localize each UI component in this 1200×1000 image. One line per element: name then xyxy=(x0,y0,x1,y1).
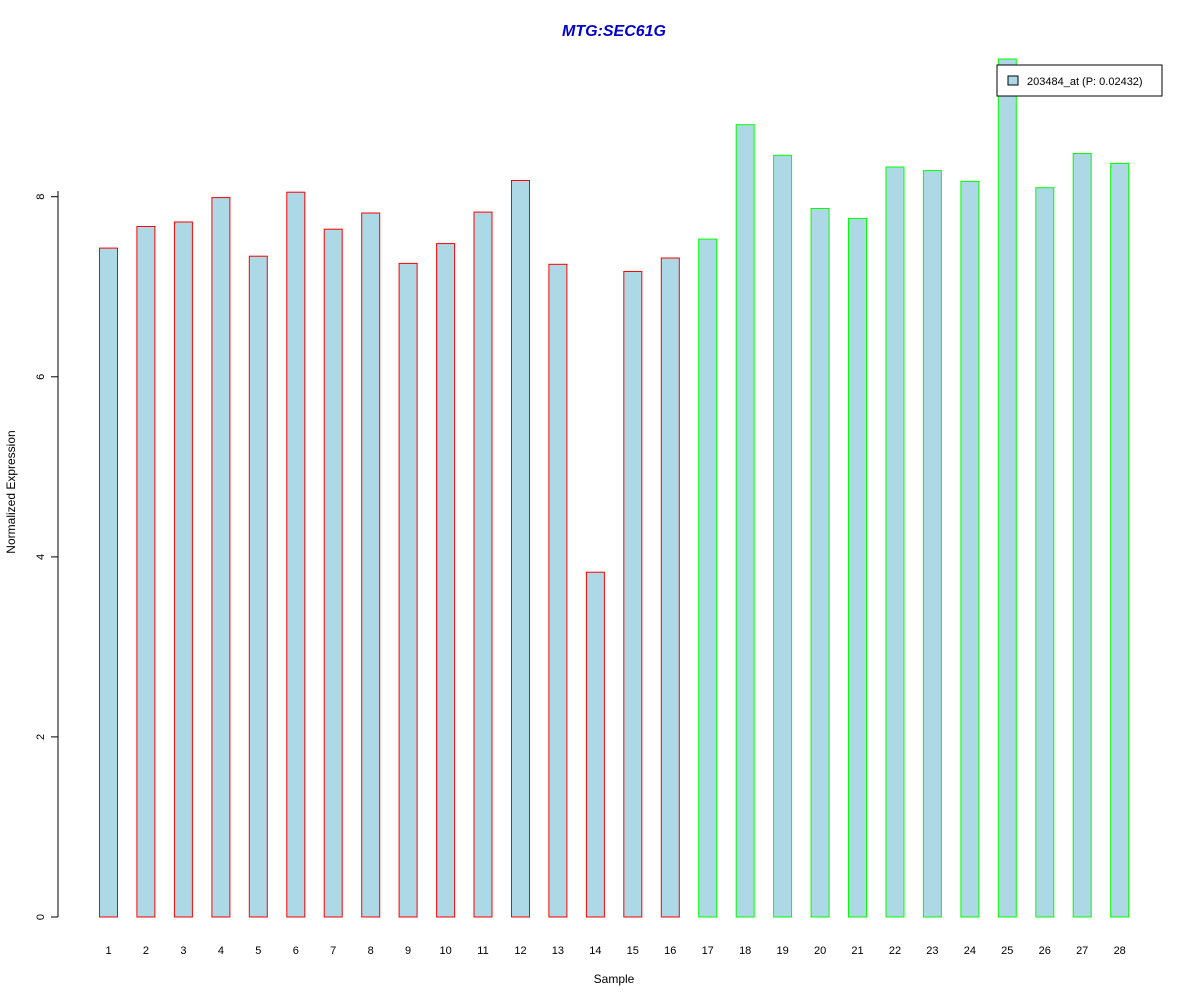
legend: 203484_at (P: 0.02432) xyxy=(996,64,1163,97)
x-tick-label: 14 xyxy=(589,945,601,957)
x-tick-label: 9 xyxy=(405,945,411,957)
x-tick-label: 19 xyxy=(776,945,788,957)
x-tick-label: 5 xyxy=(255,945,261,957)
x-axis-label: Sample xyxy=(594,972,635,986)
y-tick-label: 6 xyxy=(35,374,47,380)
bar-sample-21 xyxy=(848,217,867,918)
x-tick-label: 26 xyxy=(1039,945,1051,957)
bar-sample-28 xyxy=(1110,162,1130,918)
bar-sample-5 xyxy=(248,255,268,918)
bar-sample-13 xyxy=(548,263,568,918)
bar-sample-15 xyxy=(623,271,643,918)
x-tick-label: 22 xyxy=(889,945,901,957)
legend-swatch xyxy=(1007,75,1019,86)
legend-label: 203484_at (P: 0.02432) xyxy=(1027,76,1143,88)
x-tick-label: 21 xyxy=(851,945,863,957)
x-tick-label: 23 xyxy=(926,945,938,957)
y-tick-label: 2 xyxy=(35,734,47,740)
x-tick-label: 2 xyxy=(143,945,149,957)
x-tick-label: 10 xyxy=(439,945,451,957)
bar-sample-11 xyxy=(473,211,493,918)
bar-sample-20 xyxy=(810,208,830,918)
x-tick-label: 3 xyxy=(180,945,186,957)
bar-sample-4 xyxy=(211,197,231,918)
bar-sample-27 xyxy=(1072,153,1092,918)
bar-sample-22 xyxy=(885,166,905,918)
x-tick-label: 28 xyxy=(1114,945,1126,957)
x-tick-label: 12 xyxy=(514,945,526,957)
chart-title: MTG:SEC61G xyxy=(562,23,666,40)
bar-sample-3 xyxy=(173,221,193,918)
bar-sample-6 xyxy=(286,191,306,918)
x-tick-label: 4 xyxy=(218,945,224,957)
x-tick-label: 13 xyxy=(552,945,564,957)
x-tick-label: 8 xyxy=(368,945,374,957)
bar-sample-26 xyxy=(1035,187,1055,918)
bars-group xyxy=(99,58,1130,918)
x-tick-label: 18 xyxy=(739,945,751,957)
x-tick-label: 15 xyxy=(627,945,639,957)
bar-sample-16 xyxy=(660,257,680,918)
bar-sample-2 xyxy=(136,226,156,918)
bar-sample-17 xyxy=(698,238,718,918)
bar-sample-23 xyxy=(922,170,942,918)
x-tick-label: 27 xyxy=(1076,945,1088,957)
bar-sample-14 xyxy=(585,571,605,918)
y-tick-label: 4 xyxy=(35,554,47,560)
x-tick-label: 16 xyxy=(664,945,676,957)
y-tick-label: 0 xyxy=(35,914,47,920)
bar-sample-24 xyxy=(960,180,980,918)
bar-sample-25 xyxy=(997,58,1017,918)
bar-sample-10 xyxy=(436,243,456,918)
bar-sample-19 xyxy=(773,154,793,918)
bar-sample-18 xyxy=(735,124,755,918)
x-tick-label: 1 xyxy=(105,945,111,957)
x-tick-label: 11 xyxy=(477,945,488,957)
x-tick-label: 7 xyxy=(330,945,336,957)
x-tick-label: 6 xyxy=(293,945,299,957)
y-axis-label: Normalized Expression xyxy=(4,430,18,553)
x-tick-label: 20 xyxy=(814,945,826,957)
x-tick-labels: 1 2 3 4 5 6 7 8 9 10 11 12 13 14 15 16 17 18 19 20 21 22 23 24 2… xyxy=(105,945,1125,957)
y-axis: 0 2 4 6 8 xyxy=(35,191,59,920)
y-tick-label: 8 xyxy=(35,194,47,200)
bar-sample-12 xyxy=(511,180,530,918)
bar-sample-9 xyxy=(398,262,418,918)
x-tick-label: 24 xyxy=(964,945,976,957)
legend-box xyxy=(996,64,1163,97)
x-tick-label: 25 xyxy=(1001,945,1013,957)
x-tick-label: 17 xyxy=(702,945,714,957)
bar-sample-7 xyxy=(323,228,343,918)
bar-sample-1 xyxy=(99,247,118,918)
bar-sample-8 xyxy=(361,212,381,918)
